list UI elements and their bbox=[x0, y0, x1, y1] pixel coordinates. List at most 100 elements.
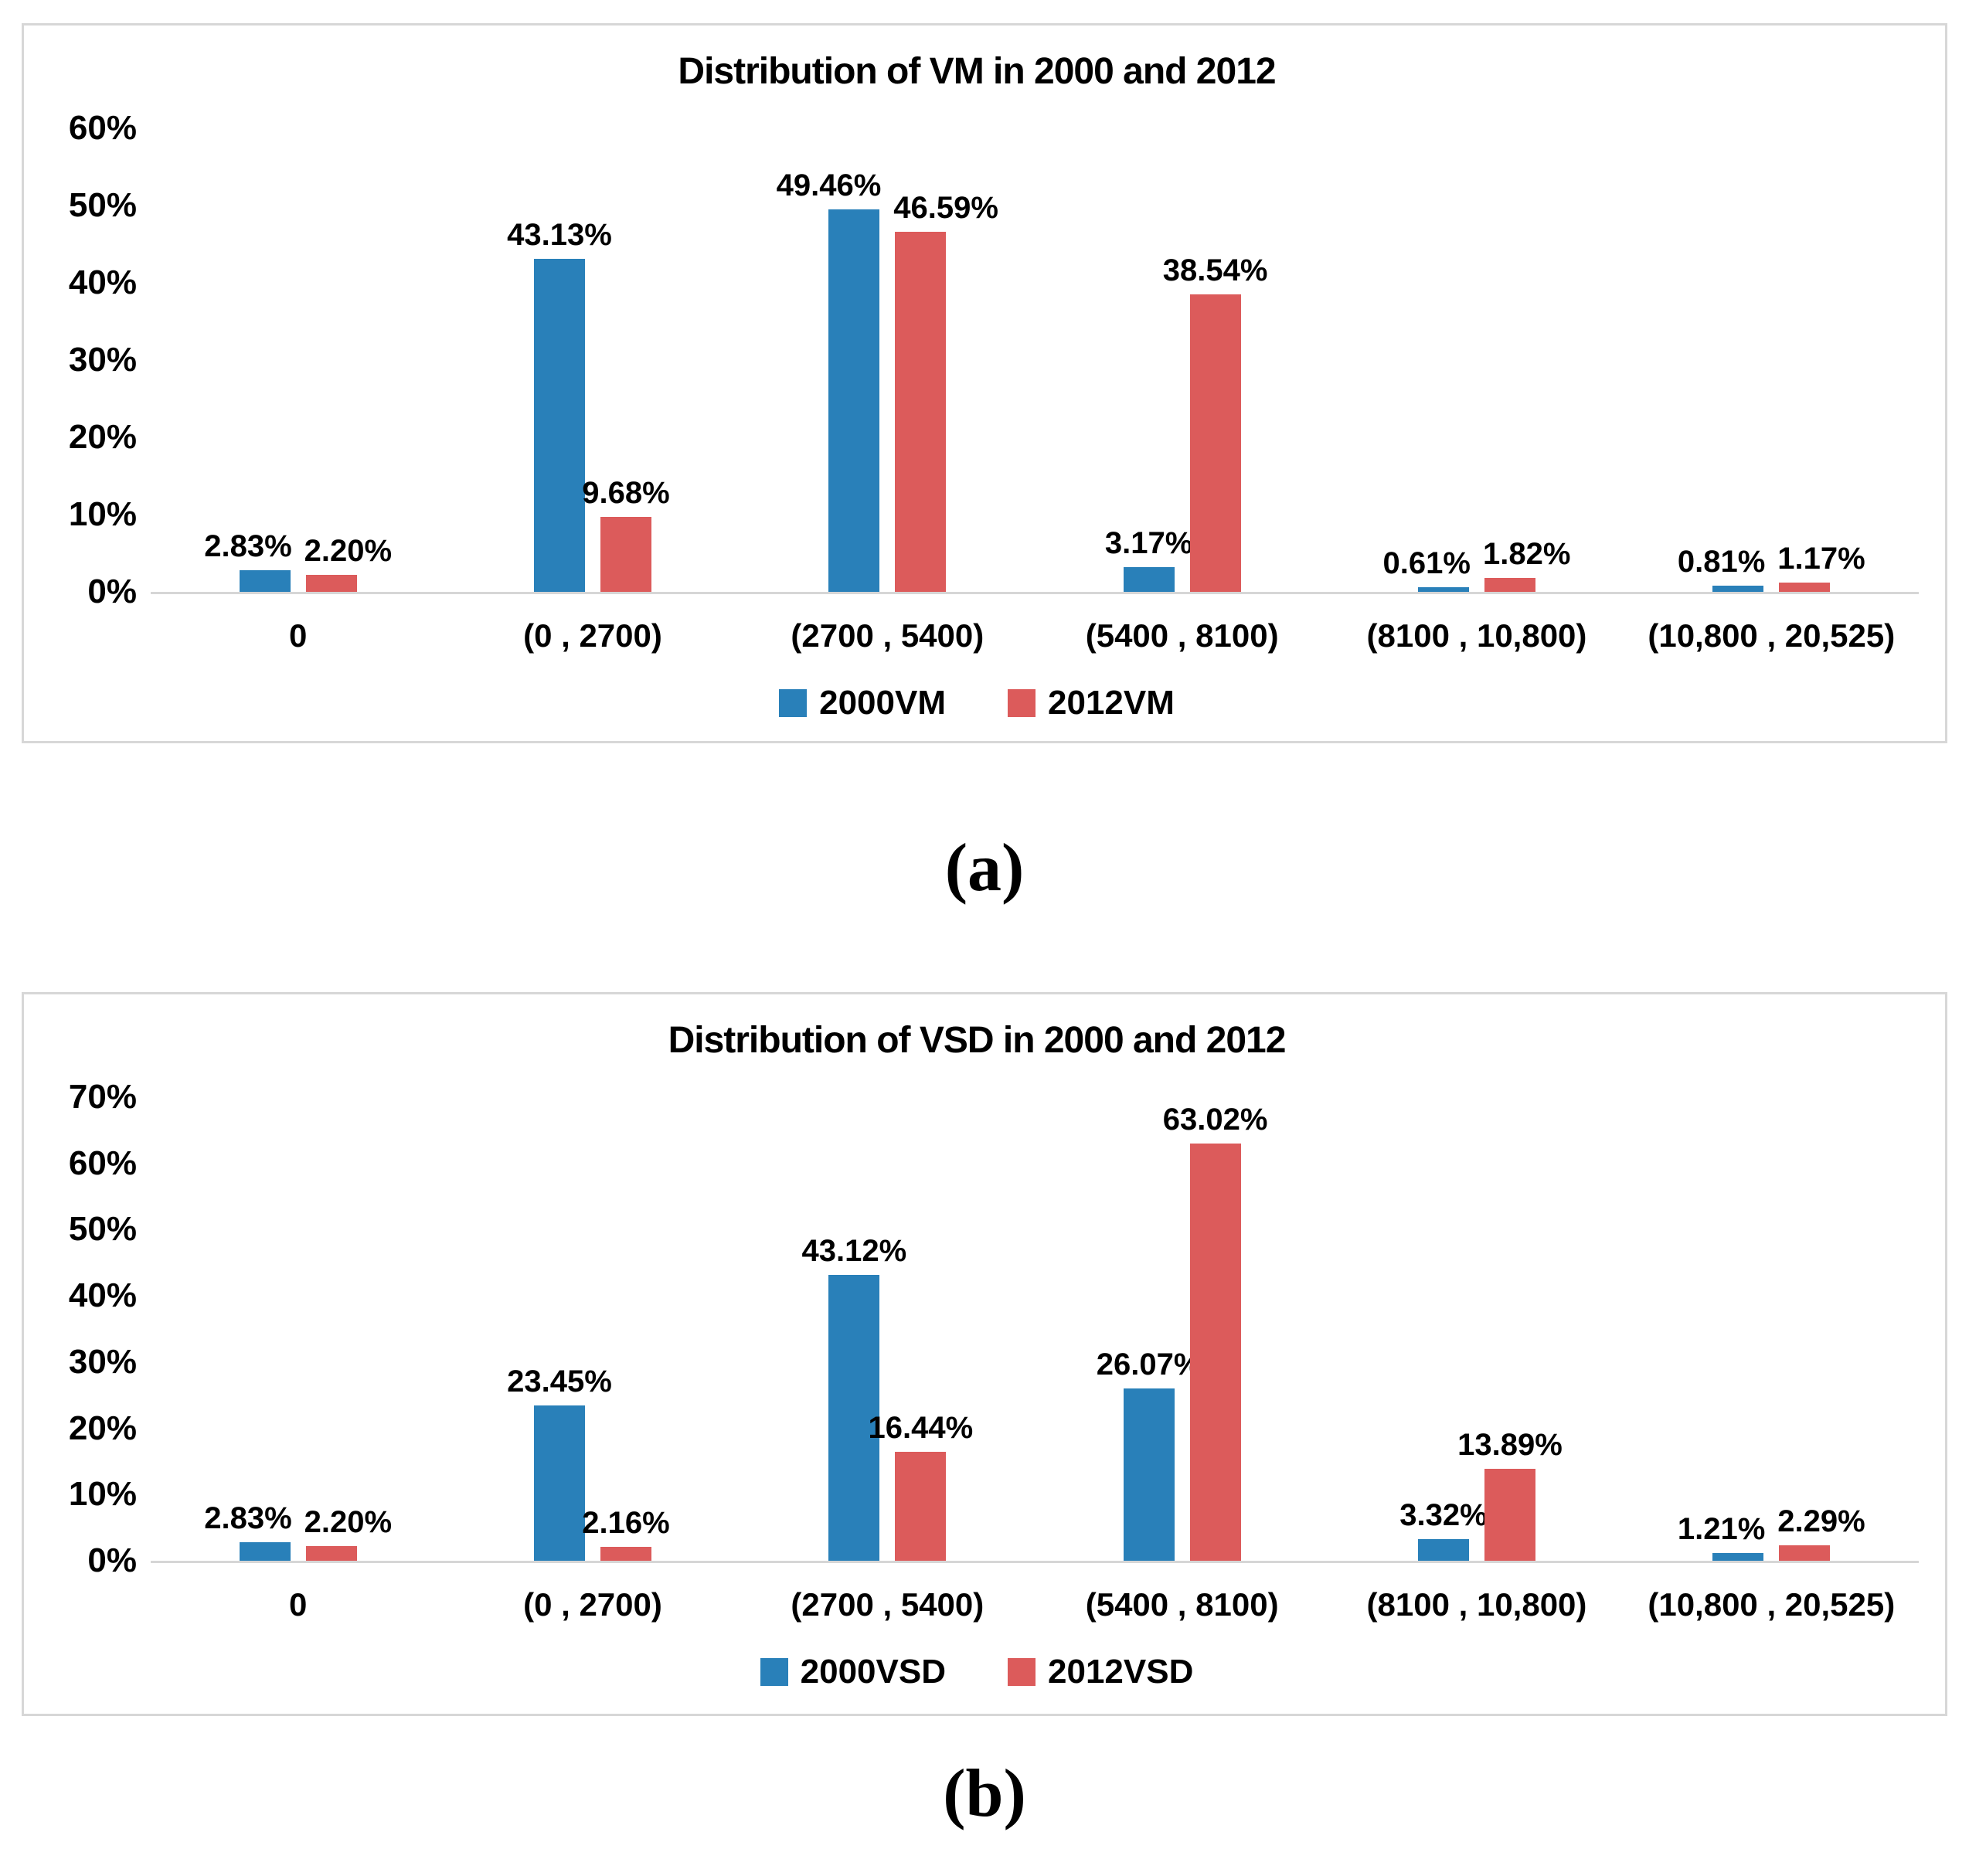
caption-a: (a) bbox=[944, 830, 1025, 906]
bar: 0.81% bbox=[1678, 545, 1765, 592]
bar-group: 26.07% 63.02% bbox=[1035, 1097, 1329, 1561]
legend: 2000VSD 2012VSD bbox=[35, 1653, 1919, 1691]
legend-label: 2012VM bbox=[1048, 684, 1175, 722]
legend-swatch bbox=[760, 1658, 788, 1686]
bar: 49.46% bbox=[777, 168, 881, 592]
bar-value-label: 2.29% bbox=[1777, 1504, 1865, 1539]
bar: 1.82% bbox=[1483, 537, 1570, 592]
bar-value-label: 1.17% bbox=[1777, 542, 1865, 576]
bar-value-label: 63.02% bbox=[1162, 1102, 1268, 1137]
plot-stack: 2.83% 2.20% 23.45% 2.16% 43.12% 16.44% 26.07% 6… bbox=[151, 1097, 1919, 1623]
plot-area: 2.83% 2.20% 43.13% 9.68% 49.46% 46.59% 3.17% 38… bbox=[151, 128, 1919, 594]
bar-value-label: 16.44% bbox=[868, 1411, 974, 1446]
chart-panel-vsd: Distribution of VSD in 2000 and 2012 0% 1… bbox=[22, 992, 1947, 1716]
bar-group: 2.83% 2.20% bbox=[151, 128, 445, 592]
bar-group: 49.46% 46.59% bbox=[740, 128, 1035, 592]
bar-group: 23.45% 2.16% bbox=[445, 1097, 740, 1561]
bar: 63.02% bbox=[1163, 1103, 1267, 1561]
bar: 0.61% bbox=[1383, 546, 1471, 592]
bar: 1.17% bbox=[1777, 542, 1865, 592]
bar-value-label: 23.45% bbox=[507, 1365, 612, 1399]
legend-label: 2000VSD bbox=[800, 1653, 946, 1691]
bar-value-label: 0.81% bbox=[1677, 544, 1766, 579]
y-tick-label: 60% bbox=[68, 1144, 137, 1182]
x-category-label: (10,800 , 20,525) bbox=[1648, 617, 1896, 654]
bar-value-label: 2.83% bbox=[204, 528, 292, 563]
y-tick-label: 20% bbox=[68, 1409, 137, 1447]
bar-value-label: 38.54% bbox=[1162, 253, 1268, 287]
bar-value-label: 0.61% bbox=[1382, 545, 1471, 580]
bar-value-label: 49.46% bbox=[776, 168, 882, 203]
y-axis: 0% 10% 20% 30% 40% 50% 60% 70% bbox=[35, 1078, 151, 1579]
legend-item: 2012VSD bbox=[1008, 1653, 1193, 1691]
bar: 2.20% bbox=[304, 534, 392, 592]
y-tick-label: 60% bbox=[68, 109, 137, 147]
legend-swatch bbox=[779, 689, 808, 717]
bar: 23.45% bbox=[507, 1365, 612, 1561]
chart-body: 0% 10% 20% 30% 40% 50% 60% 70% 2.83% 2.20% 23.45%… bbox=[35, 1078, 1919, 1623]
legend-item: 2000VM bbox=[779, 684, 946, 722]
y-tick-label: 30% bbox=[68, 341, 137, 379]
bar: 2.29% bbox=[1777, 1504, 1865, 1561]
chart-title: Distribution of VSD in 2000 and 2012 bbox=[668, 1020, 1287, 1061]
x-axis-categories: 0 (0 , 2700) (2700 , 5400) (5400 , 8100) (81… bbox=[151, 594, 1919, 654]
legend-item: 2000VSD bbox=[760, 1653, 946, 1691]
plot-stack: 2.83% 2.20% 43.13% 9.68% 49.46% 46.59% 3.17% 38… bbox=[151, 128, 1919, 654]
bar: 9.68% bbox=[582, 476, 670, 592]
y-tick-label: 0% bbox=[87, 573, 137, 610]
x-category-label: 0 bbox=[288, 617, 308, 654]
bar-value-label: 43.13% bbox=[507, 217, 612, 252]
y-tick-label: 50% bbox=[68, 1210, 137, 1249]
bar-value-label: 26.07% bbox=[1096, 1347, 1202, 1382]
bar: 1.21% bbox=[1678, 1512, 1765, 1561]
bar-value-label: 9.68% bbox=[582, 476, 670, 511]
x-category-label: (8100 , 10,800) bbox=[1366, 1586, 1587, 1623]
y-tick-label: 40% bbox=[68, 1276, 137, 1315]
x-category-label: (5400 , 8100) bbox=[1085, 1586, 1279, 1623]
chart-panel-vm: Distribution of VM in 2000 and 2012 0% 10… bbox=[22, 23, 1947, 743]
y-tick-label: 50% bbox=[68, 186, 137, 224]
x-category-label: (2700 , 5400) bbox=[791, 617, 984, 654]
bar-value-label: 2.20% bbox=[304, 1505, 393, 1540]
bar: 38.54% bbox=[1163, 253, 1267, 592]
y-tick-label: 0% bbox=[87, 1541, 137, 1579]
bar-value-label: 3.32% bbox=[1399, 1497, 1488, 1532]
bar-value-label: 1.82% bbox=[1482, 536, 1571, 571]
x-category-label: (5400 , 8100) bbox=[1085, 617, 1279, 654]
bar-group: 2.83% 2.20% bbox=[151, 1097, 445, 1561]
bar-group: 43.12% 16.44% bbox=[740, 1097, 1035, 1561]
legend-label: 2012VSD bbox=[1048, 1653, 1194, 1691]
y-tick-label: 10% bbox=[68, 495, 137, 533]
bar: 16.44% bbox=[868, 1411, 973, 1561]
bar-value-label: 13.89% bbox=[1457, 1427, 1563, 1462]
bar-value-label: 46.59% bbox=[893, 191, 998, 226]
bar-group: 43.13% 9.68% bbox=[445, 128, 740, 592]
bar-group: 3.32% 13.89% bbox=[1329, 1097, 1624, 1561]
bar-value-label: 2.83% bbox=[204, 1500, 292, 1535]
x-category-label: 0 bbox=[288, 1586, 308, 1623]
x-axis-categories: 0 (0 , 2700) (2700 , 5400) (5400 , 8100) (81… bbox=[151, 1563, 1919, 1623]
y-tick-label: 40% bbox=[68, 263, 137, 301]
legend-swatch bbox=[1008, 1658, 1036, 1686]
x-category-label: (8100 , 10,800) bbox=[1366, 617, 1587, 654]
bar-value-label: 43.12% bbox=[801, 1234, 907, 1269]
legend-swatch bbox=[1008, 689, 1036, 717]
bar: 3.17% bbox=[1105, 526, 1192, 592]
y-tick-label: 20% bbox=[68, 418, 137, 456]
plot-area: 2.83% 2.20% 23.45% 2.16% 43.12% 16.44% 26.07% 6… bbox=[151, 1097, 1919, 1563]
bar: 2.83% bbox=[204, 1501, 292, 1561]
bar: 43.13% bbox=[507, 218, 612, 592]
y-tick-label: 70% bbox=[68, 1078, 137, 1116]
y-axis: 0% 10% 20% 30% 40% 50% 60% bbox=[35, 109, 151, 610]
bar: 13.89% bbox=[1457, 1428, 1563, 1561]
bar-value-label: 1.21% bbox=[1677, 1511, 1766, 1546]
bar: 3.32% bbox=[1399, 1498, 1488, 1561]
bar-group: 0.81% 1.17% bbox=[1624, 128, 1919, 592]
bar: 43.12% bbox=[801, 1234, 906, 1561]
legend-label: 2000VM bbox=[819, 684, 946, 722]
chart-title: Distribution of VM in 2000 and 2012 bbox=[678, 51, 1276, 92]
bar-value-label: 2.20% bbox=[304, 534, 393, 568]
x-category-label: (10,800 , 20,525) bbox=[1648, 1586, 1896, 1623]
y-tick-label: 10% bbox=[68, 1475, 137, 1514]
caption-b: (b) bbox=[943, 1755, 1026, 1831]
